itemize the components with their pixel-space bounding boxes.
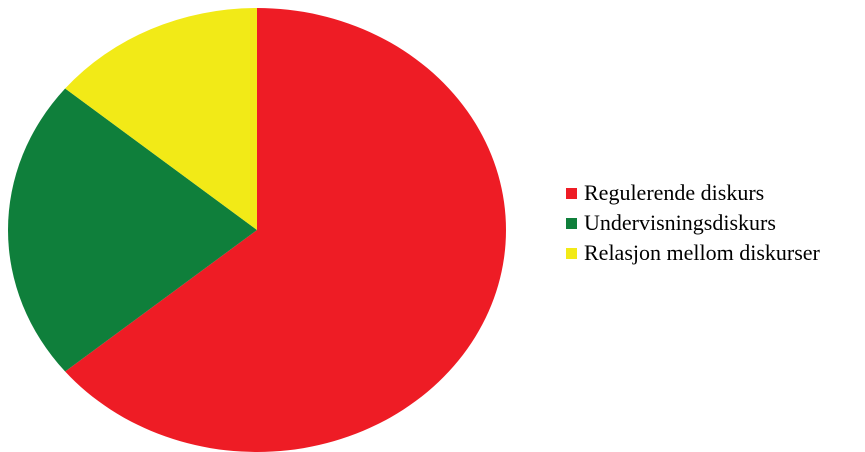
pie-plot — [8, 7, 506, 452]
slice-undervisning — [8, 88, 258, 372]
legend-label-undervisning: Undervisningsdiskurs — [584, 210, 776, 235]
legend-swatch-undervisning — [566, 217, 577, 229]
legend-item-undervisning: Undervisningsdiskurs — [566, 208, 820, 238]
legend-swatch-regulerende — [566, 187, 577, 199]
legend-swatch-relasjon — [566, 247, 577, 259]
legend-item-relasjon: Relasjon mellom diskurser — [566, 238, 820, 268]
legend: Regulerende diskurs Undervisningsdiskurs… — [566, 178, 820, 268]
slice-regulerende — [65, 8, 506, 452]
legend-item-regulerende: Regulerende diskurs — [566, 178, 820, 208]
legend-label-regulerende: Regulerende diskurs — [584, 180, 765, 205]
legend-label-relasjon: Relasjon mellom diskurser — [584, 240, 820, 265]
slice-relasjon — [65, 7, 257, 230]
